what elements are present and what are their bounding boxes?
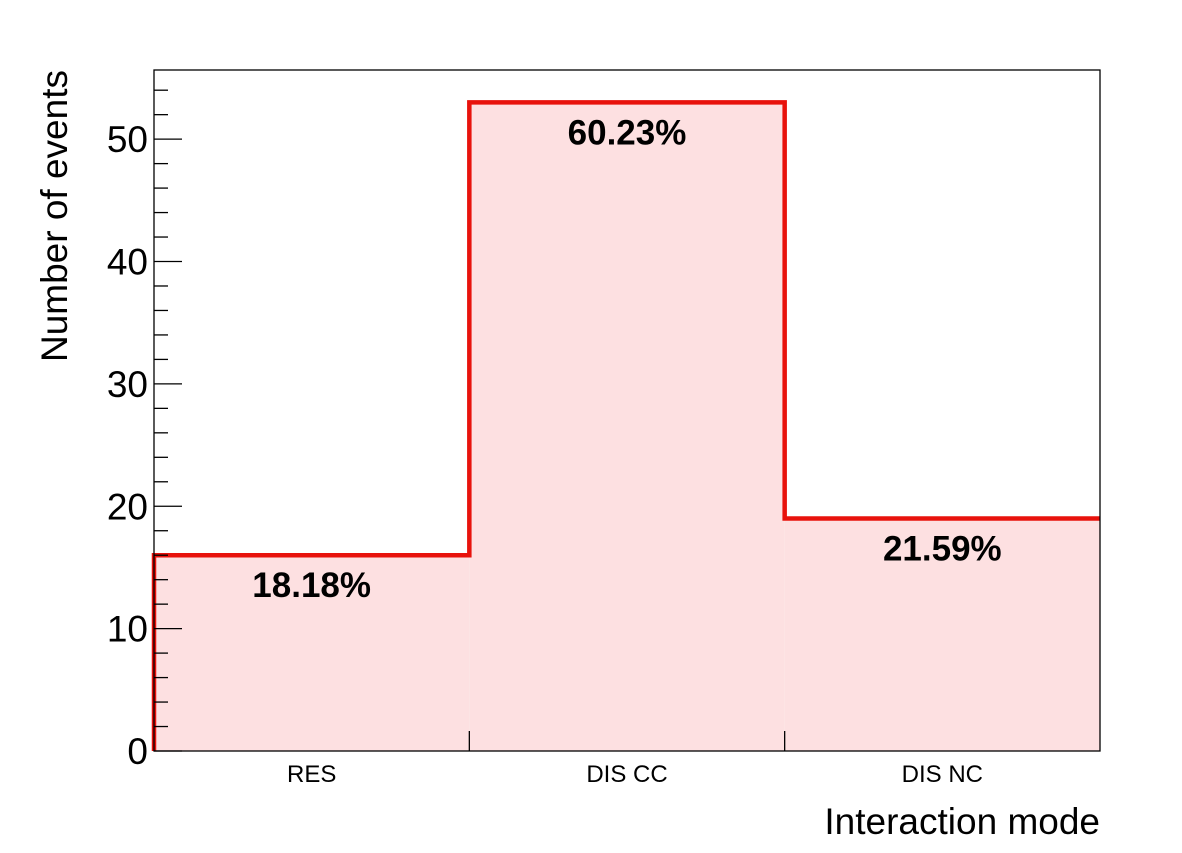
bar-res — [154, 555, 470, 751]
y-axis: 0 10 20 30 40 50 — [107, 89, 182, 772]
y-axis-label: Number of events — [34, 70, 75, 362]
x-tick-label: DIS NC — [902, 761, 983, 788]
y-tick-label: 10 — [107, 609, 148, 650]
bars-layer — [151, 100, 1100, 751]
x-axis: RES DIS CC DIS NC — [287, 731, 983, 788]
data-label: 21.59% — [883, 529, 1002, 568]
bar-dis-cc — [469, 102, 785, 751]
y-tick-label: 0 — [127, 731, 148, 772]
data-label-layer: 18.18% 60.23% 21.59% — [252, 113, 1001, 605]
y-tick-label: 20 — [107, 486, 148, 527]
bar-dis-nc — [784, 518, 1100, 751]
y-tick-label: 50 — [107, 119, 148, 160]
x-tick-label: DIS CC — [586, 761, 667, 788]
data-label: 60.23% — [568, 113, 687, 152]
y-tick-label: 40 — [107, 242, 148, 283]
x-tick-label: RES — [287, 761, 336, 788]
plot-frame — [153, 69, 1101, 752]
data-label: 18.18% — [252, 566, 371, 605]
y-tick-label: 30 — [107, 364, 148, 405]
x-axis-label: Interaction mode — [824, 801, 1100, 842]
